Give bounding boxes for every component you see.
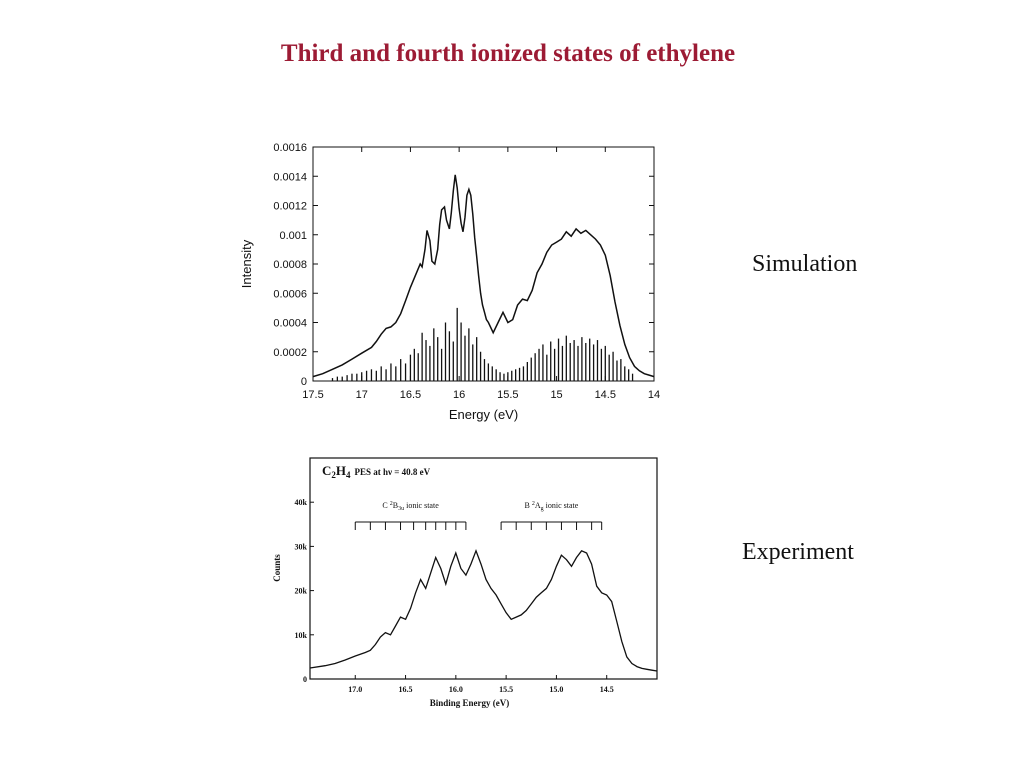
x-tick-label: 17.5	[302, 389, 323, 401]
progression-label: B 2Ag ionic state	[525, 501, 579, 512]
y-axis-label: Intensity	[239, 239, 254, 288]
header-part: C	[322, 463, 331, 478]
progression-label-part: ionic state	[404, 501, 439, 510]
header-part: 4	[346, 470, 351, 480]
header-text: PES at hν = 40.8 eV	[355, 467, 431, 477]
progression-label-part: C	[382, 501, 389, 510]
x-tick-label: 14	[648, 389, 660, 401]
y-tick-label: 0	[301, 376, 307, 388]
y-tick-label: 0.0014	[273, 171, 307, 183]
y-tick-label: 0.0016	[273, 142, 307, 154]
y-tick-label: 0.0004	[273, 318, 307, 330]
x-axis-label: Binding Energy (eV)	[430, 698, 510, 708]
progression-label-part: ionic state	[544, 501, 579, 510]
experiment-curve	[309, 548, 658, 672]
header-part: 2	[331, 470, 336, 480]
progression-label: C 2B3u ionic state	[382, 501, 439, 512]
y-axis-label: Counts	[272, 554, 282, 582]
x-tick-label: 16.5	[399, 685, 413, 694]
progression-label-part: g	[541, 506, 544, 512]
y-tick-label: 40k	[295, 498, 308, 507]
y-tick-label: 0.0006	[273, 288, 307, 300]
x-tick-label: 15.5	[499, 685, 513, 694]
x-axis-label: Energy (eV)	[449, 407, 518, 422]
x-tick-label: 15	[550, 389, 562, 401]
y-tick-label: 0.0008	[273, 259, 307, 271]
progression-label-part: B	[525, 501, 532, 510]
x-tick-label: 17	[356, 389, 368, 401]
caption-experiment: Experiment	[742, 539, 854, 565]
y-tick-label: 0.0012	[273, 201, 307, 213]
y-tick-label: 10k	[295, 631, 308, 640]
slide-title: Third and fourth ionized states of ethyl…	[280, 40, 736, 67]
caption-simulation: Simulation	[752, 251, 858, 277]
y-tick-label: 0.001	[279, 230, 307, 242]
chart-header: C2H4 PES at hν = 40.8 eV	[322, 463, 431, 480]
x-tick-label: 16.5	[400, 389, 421, 401]
progression-label-part: B	[393, 501, 398, 510]
progression-label-part: 2	[390, 501, 393, 507]
x-tick-label: 16.0	[449, 685, 463, 694]
plot-frame	[309, 457, 658, 680]
y-tick-label: 30k	[295, 542, 308, 551]
header-part: H	[336, 463, 346, 478]
x-tick-label: 15.5	[497, 389, 518, 401]
y-tick-label: 20k	[295, 587, 308, 596]
y-tick-label: 0.0002	[273, 347, 307, 359]
x-tick-label: 14.5	[595, 389, 616, 401]
progression-label-part: 3u	[398, 506, 404, 512]
progression-label-part: 2	[532, 501, 535, 507]
envelope-line	[312, 174, 655, 378]
y-tick-label: 0	[303, 675, 307, 684]
x-tick-label: 14.5	[600, 685, 614, 694]
x-tick-label: 15.0	[549, 685, 563, 694]
progression-label-part: A	[535, 501, 541, 510]
x-tick-label: 16	[453, 389, 465, 401]
x-tick-label: 17.0	[348, 685, 362, 694]
